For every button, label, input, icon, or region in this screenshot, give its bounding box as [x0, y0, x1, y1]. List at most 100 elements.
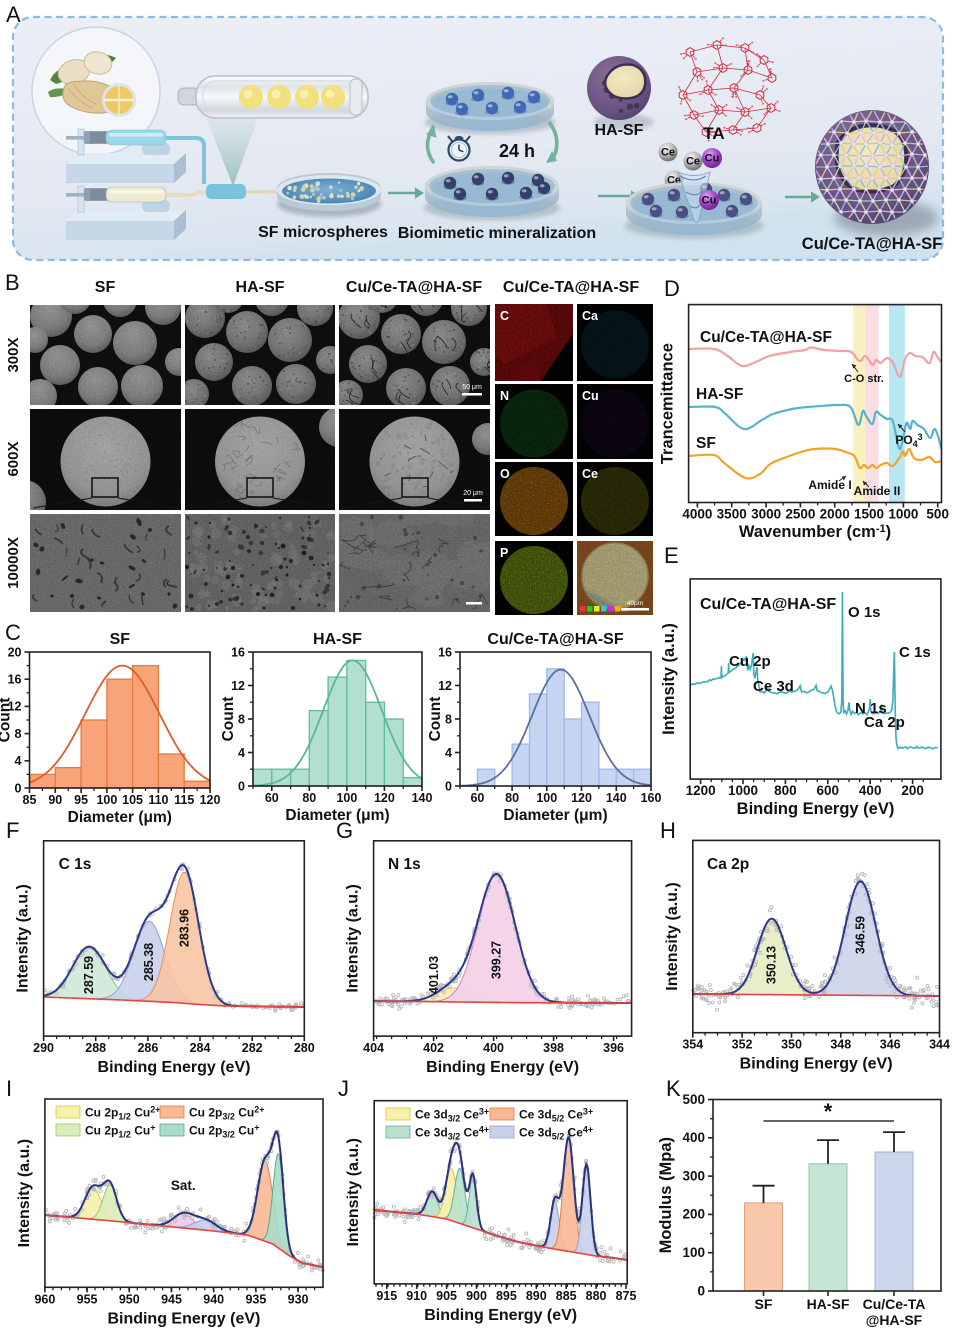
svg-text:1000: 1000 [728, 783, 758, 798]
svg-text:285.38: 285.38 [142, 943, 156, 981]
svg-text:Ce 3d3/2 Ce4+: Ce 3d3/2 Ce4+ [415, 1125, 489, 1142]
svg-text:396: 396 [603, 1041, 624, 1055]
svg-text:0: 0 [15, 781, 22, 795]
svg-text:*: * [824, 1099, 833, 1124]
svg-text:N: N [500, 389, 509, 403]
svg-text:Cu 2p1/2 Cu2+: Cu 2p1/2 Cu2+ [85, 1105, 160, 1122]
svg-text:Ce: Ce [661, 147, 675, 159]
svg-text:85: 85 [23, 793, 37, 807]
svg-text:Diameter (μm): Diameter (μm) [503, 807, 607, 824]
svg-text:110: 110 [148, 793, 168, 807]
svg-text:350.13: 350.13 [765, 946, 779, 984]
svg-text:J: J [338, 1076, 349, 1101]
svg-text:940: 940 [203, 1292, 224, 1306]
svg-text:Cu: Cu [582, 389, 599, 403]
svg-text:100: 100 [96, 793, 117, 807]
svg-text:Cu/Ce-TA@HA-SF: Cu/Ce-TA@HA-SF [700, 596, 836, 613]
svg-text:Ce 3d5/2 Ce4+: Ce 3d5/2 Ce4+ [519, 1125, 593, 1142]
svg-text:SF: SF [696, 435, 716, 452]
svg-text:100: 100 [682, 1245, 705, 1260]
svg-text:354: 354 [682, 1038, 703, 1052]
svg-text:Cu/Ce-TA@HA-SF: Cu/Ce-TA@HA-SF [802, 235, 942, 253]
svg-text:Binding Energy (eV): Binding Energy (eV) [98, 1059, 251, 1076]
svg-text:Modulus (Mpa): Modulus (Mpa) [657, 1137, 675, 1253]
svg-text:1000: 1000 [888, 507, 918, 522]
svg-text:Ce 3d5/2 Ce3+: Ce 3d5/2 Ce3+ [519, 1107, 593, 1124]
svg-text:500: 500 [682, 1092, 705, 1107]
svg-text:4: 4 [445, 746, 452, 760]
svg-text:C 1s: C 1s [59, 856, 92, 873]
svg-text:344: 344 [929, 1038, 950, 1052]
svg-text:0: 0 [697, 1283, 705, 1298]
svg-text:N 1s: N 1s [388, 856, 421, 873]
svg-text:346.59: 346.59 [854, 916, 868, 954]
svg-text:Cu: Cu [702, 195, 717, 207]
svg-text:Binding Energy (eV): Binding Energy (eV) [426, 1059, 579, 1076]
svg-text:12: 12 [8, 700, 22, 714]
svg-text:Binding Energy (eV): Binding Energy (eV) [107, 1310, 260, 1327]
svg-text:915: 915 [376, 1289, 397, 1303]
svg-text:Intensity (a.u.): Intensity (a.u.) [345, 884, 362, 992]
svg-text:C 1s: C 1s [899, 644, 931, 661]
svg-text:945: 945 [161, 1292, 182, 1306]
svg-text:@HA-SF: @HA-SF [866, 1312, 923, 1328]
svg-text:1500: 1500 [854, 507, 884, 522]
svg-text:HA-SF: HA-SF [696, 386, 743, 403]
svg-text:K: K [666, 1076, 681, 1101]
svg-text:12: 12 [231, 679, 245, 693]
svg-text:Cu/Ce-TA@HA-SF: Cu/Ce-TA@HA-SF [346, 279, 482, 296]
svg-text:Cu 2p3/2 Cu+: Cu 2p3/2 Cu+ [189, 1123, 259, 1140]
svg-text:Cu: Cu [705, 153, 720, 165]
svg-text:Intensity (a.u.): Intensity (a.u.) [664, 882, 681, 990]
svg-text:TA: TA [703, 124, 724, 143]
svg-text:200: 200 [901, 783, 924, 798]
svg-text:20: 20 [8, 645, 22, 659]
svg-text:Cu 2p: Cu 2p [729, 653, 771, 670]
svg-text:60: 60 [470, 791, 484, 805]
svg-text:95: 95 [74, 793, 88, 807]
svg-text:3500: 3500 [717, 507, 747, 522]
svg-text:Count: Count [220, 697, 237, 742]
svg-text:G: G [336, 818, 353, 843]
svg-text:40μm: 40μm [627, 600, 643, 607]
svg-text:60: 60 [265, 791, 279, 805]
svg-text:4: 4 [238, 746, 245, 760]
svg-text:4: 4 [15, 754, 22, 768]
svg-text:12: 12 [438, 679, 452, 693]
svg-text:100: 100 [536, 791, 557, 805]
svg-text:16: 16 [438, 645, 452, 659]
svg-text:8: 8 [15, 727, 22, 741]
svg-text:Count: Count [0, 698, 14, 743]
svg-text:280: 280 [294, 1041, 315, 1055]
svg-text:Trancemittance: Trancemittance [659, 343, 677, 464]
svg-text:287.59: 287.59 [82, 956, 96, 994]
svg-text:Ca: Ca [582, 309, 599, 323]
svg-text:Intensity (a.u.): Intensity (a.u.) [345, 1138, 362, 1246]
svg-text:8: 8 [238, 712, 245, 726]
svg-text:P: P [500, 546, 508, 560]
svg-text:20 μm: 20 μm [463, 490, 483, 497]
svg-text:HA-SF: HA-SF [807, 1296, 850, 1312]
svg-text:404: 404 [363, 1041, 384, 1055]
svg-text:SF: SF [110, 631, 131, 648]
svg-text:B: B [5, 270, 20, 295]
svg-text:885: 885 [556, 1289, 577, 1303]
svg-text:PO43: PO43 [895, 432, 922, 449]
svg-text:N 1s: N 1s [855, 700, 887, 717]
svg-text:Intensity (a.u.): Intensity (a.u.) [660, 623, 678, 735]
svg-text:401.03: 401.03 [427, 956, 441, 994]
svg-text:160: 160 [641, 791, 662, 805]
svg-text:402: 402 [423, 1041, 444, 1055]
svg-text:E: E [664, 543, 679, 568]
svg-text:Ca 2p: Ca 2p [864, 714, 905, 731]
svg-text:Ca 2p: Ca 2p [707, 856, 749, 873]
svg-text:16: 16 [231, 645, 245, 659]
svg-text:Ce: Ce [686, 156, 700, 168]
svg-text:290: 290 [33, 1041, 54, 1055]
svg-text:Amide II: Amide II [854, 484, 901, 498]
svg-text:300: 300 [682, 1168, 705, 1183]
svg-text:Cu/Ce-TA@HA-SF: Cu/Ce-TA@HA-SF [503, 279, 639, 296]
svg-text:Amide I: Amide I [808, 478, 851, 492]
svg-text:Ce 3d3/2 Ce3+: Ce 3d3/2 Ce3+ [415, 1107, 489, 1124]
svg-text:600: 600 [817, 783, 840, 798]
